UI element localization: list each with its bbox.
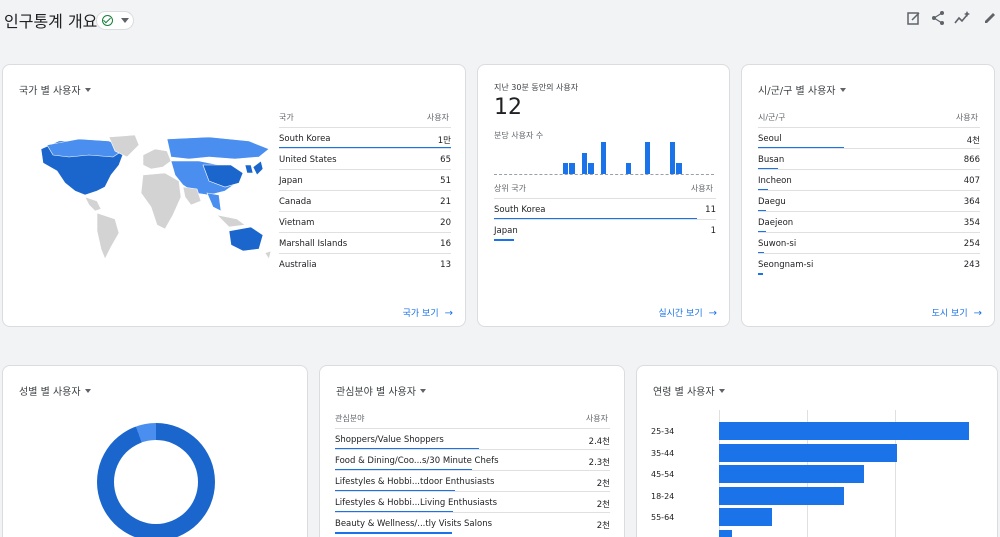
- pencil-icon[interactable]: [982, 10, 998, 26]
- per-minute-sparkline[interactable]: [494, 141, 714, 175]
- caret-down-icon: [84, 389, 91, 393]
- table-row[interactable]: United States 65: [279, 148, 451, 169]
- table-row[interactable]: Japan 1: [494, 219, 716, 241]
- table-row[interactable]: Seoul 4천: [758, 127, 980, 149]
- page-header: 인구통계 개요: [0, 0, 1000, 40]
- world-map[interactable]: [39, 135, 275, 265]
- table-row[interactable]: Daegu 364: [758, 190, 980, 212]
- row-share-bar: [758, 273, 763, 275]
- realtime-user-count: 12: [494, 95, 522, 120]
- age-label: 25-34: [651, 427, 675, 436]
- edit-report-icon[interactable]: [906, 10, 922, 26]
- table-row[interactable]: Canada 21: [279, 190, 451, 211]
- age-label: 45-54: [651, 470, 675, 479]
- country-users-card: 국가 별 사용자 국가 사용자 South Korea 1만 United St…: [2, 64, 466, 327]
- col-header-users: 사용자: [426, 113, 449, 122]
- per-minute-bar: [626, 163, 632, 174]
- table-row[interactable]: Marshall Islands 16: [279, 232, 451, 253]
- grid-line: [895, 410, 896, 537]
- per-minute-bar: [563, 163, 569, 174]
- card-title-gender[interactable]: 성별 별 사용자: [19, 383, 91, 398]
- table-row[interactable]: Lifestyles & Hobbi...Living Enthusiasts …: [335, 491, 610, 513]
- view-countries-link[interactable]: 국가 보기 →: [402, 308, 453, 319]
- page-title: 인구통계 개요: [4, 12, 98, 31]
- card-title-age[interactable]: 연령 별 사용자: [653, 383, 725, 398]
- age-label: 55-64: [651, 513, 675, 522]
- table-row[interactable]: South Korea 1만: [279, 127, 451, 149]
- card-title-country[interactable]: 국가 별 사용자: [19, 82, 91, 97]
- table-row[interactable]: Japan 51: [279, 169, 451, 190]
- col-header-users: 사용자: [585, 414, 608, 423]
- share-icon[interactable]: [930, 10, 946, 26]
- table-row[interactable]: South Korea 11: [494, 198, 716, 220]
- arrow-right-icon: →: [444, 308, 453, 319]
- table-row[interactable]: Seongnam-si 243: [758, 253, 980, 275]
- per-minute-bar: [644, 142, 651, 174]
- per-minute-bar: [582, 152, 588, 174]
- card-title-interest[interactable]: 관심분야 별 사용자: [336, 383, 426, 398]
- per-minute-bar: [676, 163, 682, 174]
- per-minute-label: 분당 사용자 수: [494, 131, 544, 140]
- table-row[interactable]: Suwon-si 254: [758, 232, 980, 254]
- status-dropdown[interactable]: [96, 11, 134, 30]
- caret-down-icon: [839, 88, 846, 92]
- age-bar[interactable]: [719, 486, 844, 505]
- caret-down-icon: [84, 88, 91, 92]
- table-row[interactable]: Lifestyles & Hobbi...tdoor Enthusiasts 2…: [335, 470, 610, 492]
- age-bar[interactable]: [719, 465, 864, 483]
- table-row[interactable]: Shoppers/Value Shoppers 2.4천: [335, 428, 610, 450]
- col-header-country: 국가: [279, 113, 294, 122]
- check-circle-icon: [102, 15, 113, 26]
- gender-users-card: 성별 별 사용자: [2, 365, 308, 537]
- table-row[interactable]: Food & Dining/Coo...s/30 Minute Chefs 2.…: [335, 449, 610, 471]
- view-cities-link[interactable]: 도시 보기 →: [931, 308, 982, 319]
- age-bar[interactable]: [719, 529, 732, 537]
- insights-icon[interactable]: [954, 10, 970, 26]
- card-title-realtime: 지난 30분 동안의 사용자: [494, 83, 579, 92]
- age-bar[interactable]: [719, 443, 897, 462]
- city-users-card: 시/군/구 별 사용자 시/군/구 사용자 Seoul 4천 Busan 866…: [741, 64, 995, 327]
- caret-down-icon: [121, 18, 129, 23]
- col-header-city: 시/군/구: [758, 113, 786, 122]
- card-title-city[interactable]: 시/군/구 별 사용자: [758, 82, 846, 97]
- caret-down-icon: [419, 389, 426, 393]
- age-bar[interactable]: [719, 422, 969, 440]
- col-header-users: 사용자: [690, 184, 713, 193]
- gender-donut-chart[interactable]: [97, 423, 215, 537]
- table-row[interactable]: Incheon 407: [758, 169, 980, 191]
- arrow-right-icon: →: [708, 308, 717, 319]
- col-header-interest: 관심분야: [335, 414, 365, 423]
- table-row[interactable]: Busan 866: [758, 148, 980, 170]
- age-label: 35-44: [651, 448, 675, 458]
- col-header-users: 사용자: [955, 113, 978, 122]
- table-row[interactable]: Beauty & Wellness/...tly Visits Salons 2…: [335, 512, 610, 534]
- age-label: 18-24: [651, 491, 675, 501]
- row-share-bar: [494, 239, 514, 241]
- per-minute-bar: [569, 163, 575, 174]
- per-minute-bar: [588, 163, 594, 174]
- table-row[interactable]: Vietnam 20: [279, 211, 451, 232]
- age-users-card: 연령 별 사용자 25-34 35-44 45-54 18-24 55-64: [636, 365, 998, 537]
- table-row[interactable]: Daejeon 354: [758, 211, 980, 233]
- caret-down-icon: [718, 389, 725, 393]
- arrow-right-icon: →: [973, 308, 982, 319]
- table-row[interactable]: Australia 13: [279, 253, 451, 274]
- age-bar[interactable]: [719, 508, 772, 526]
- per-minute-bar: [670, 142, 676, 174]
- view-realtime-link[interactable]: 실시간 보기 →: [658, 308, 717, 319]
- interest-users-card: 관심분야 별 사용자 관심분야 사용자 Shoppers/Value Shopp…: [319, 365, 625, 537]
- row-share-bar: [335, 532, 452, 534]
- col-header-top-country: 상위 국가: [494, 184, 526, 193]
- per-minute-bar: [600, 142, 607, 174]
- realtime-users-card: 지난 30분 동안의 사용자 12 분당 사용자 수 상위 국가 사용자 Sou…: [477, 64, 730, 327]
